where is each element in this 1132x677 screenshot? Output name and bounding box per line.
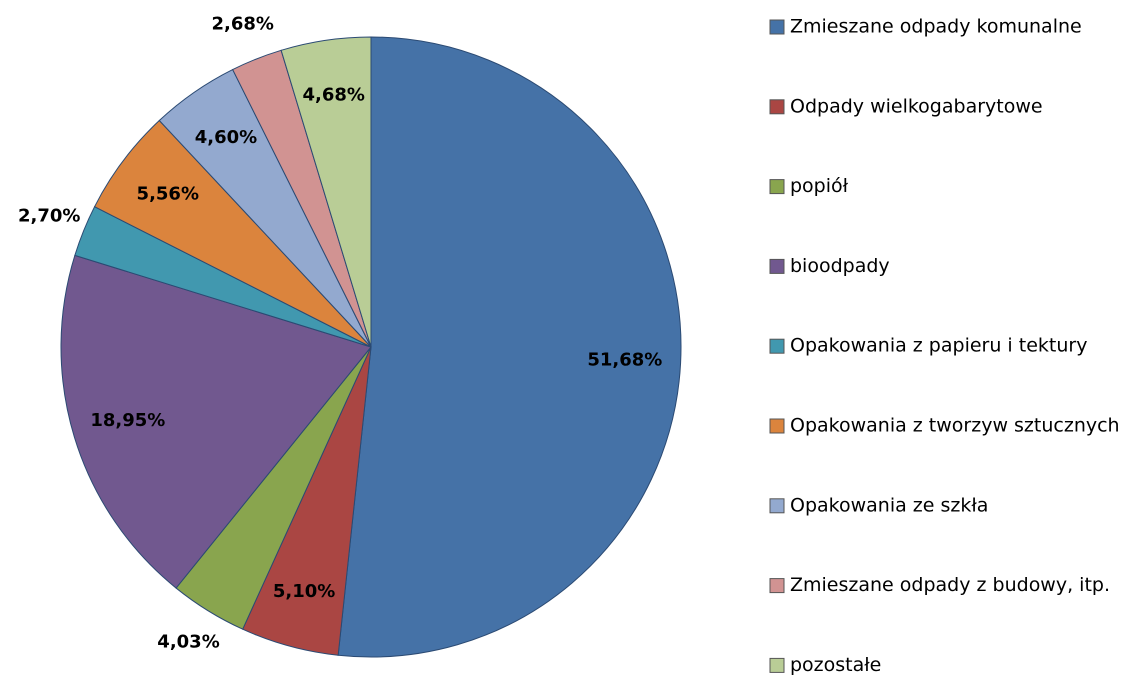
data-label: 5,56% — [137, 183, 199, 204]
legend-label: Opakowania z papieru i tektury — [790, 335, 1087, 357]
legend-label: Opakowania ze szkła — [790, 494, 988, 516]
data-label: 5,10% — [273, 581, 335, 602]
legend-label: Zmieszane odpady z budowy, itp. — [790, 574, 1110, 596]
data-label: 4,03% — [157, 631, 219, 652]
data-label: 18,95% — [90, 410, 165, 431]
data-label: 4,60% — [195, 127, 257, 148]
legend-swatch — [769, 498, 785, 514]
pie-slice — [280, 36, 372, 348]
legend-swatch — [769, 99, 785, 115]
legend-swatch — [769, 179, 785, 195]
data-label: 2,70% — [18, 206, 80, 227]
legend-swatch — [769, 19, 785, 35]
legend-label: Opakowania z tworzyw sztucznych — [790, 415, 1120, 437]
legend-swatch — [769, 258, 785, 274]
legend-label: pozostałe — [790, 654, 881, 676]
legend-label: Odpady wielkogabarytowe — [790, 95, 1043, 117]
data-label: 51,68% — [587, 349, 662, 370]
legend-label: popiół — [790, 175, 849, 197]
legend-swatch — [769, 338, 785, 354]
data-label: 4,68% — [303, 85, 365, 106]
legend-swatch — [769, 657, 785, 673]
legend-swatch — [769, 418, 785, 434]
legend-swatch — [769, 578, 785, 594]
pie-slice — [337, 36, 682, 658]
legend-label: Zmieszane odpady komunalne — [790, 16, 1082, 38]
data-label: 2,68% — [212, 13, 274, 34]
pie-slice — [60, 254, 372, 589]
legend-label: bioodpady — [790, 255, 890, 277]
